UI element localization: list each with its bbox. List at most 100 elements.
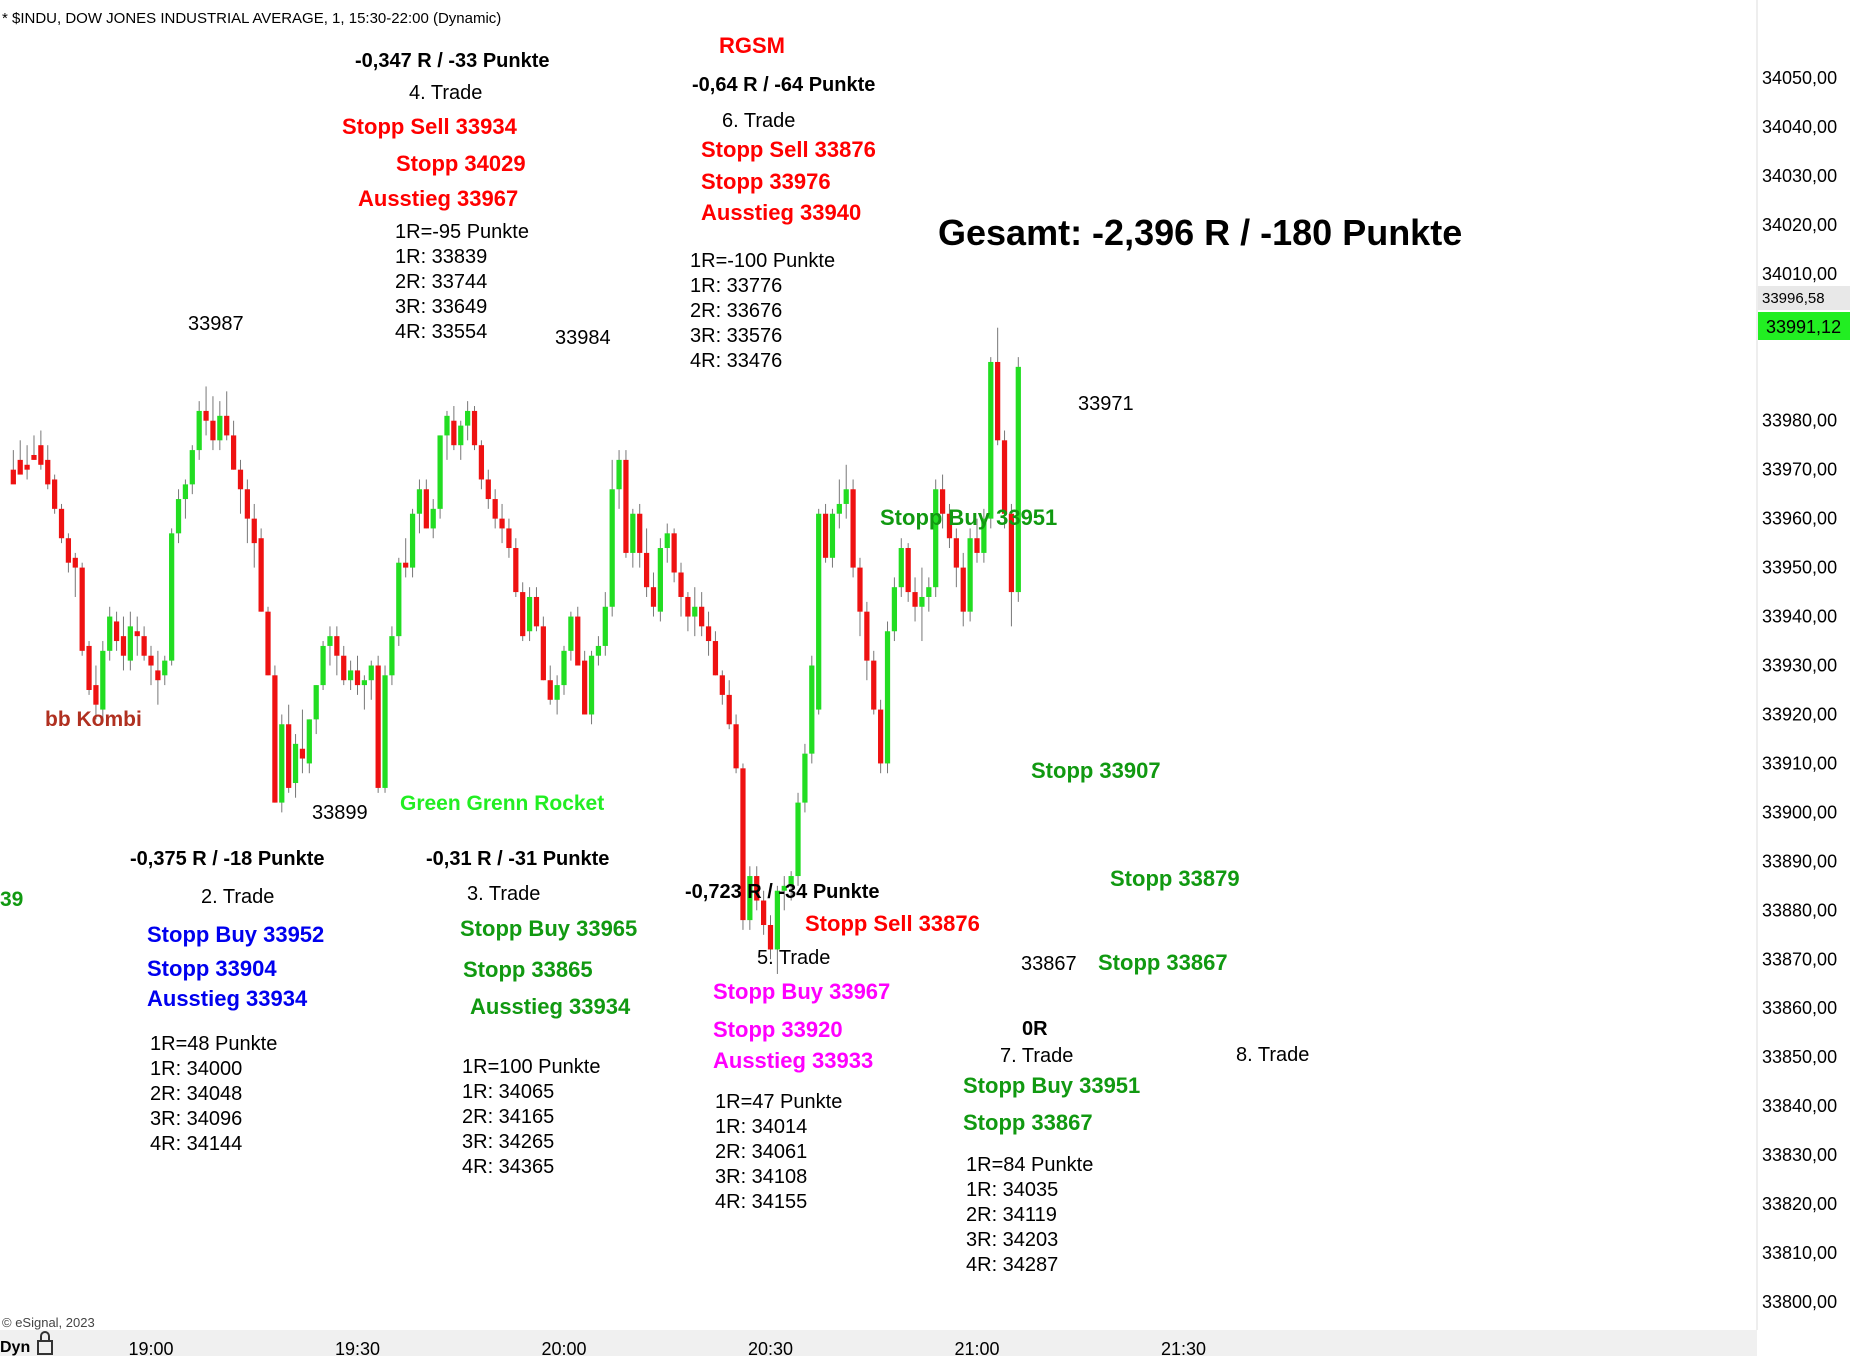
dyn-label[interactable]: Dyn — [0, 1339, 30, 1356]
trade5-exit: Ausstieg 33933 — [713, 1048, 873, 1073]
trade4-exit: Ausstieg 33967 — [358, 186, 518, 211]
candle-up — [747, 876, 753, 921]
r-level-line: 2R: 33744 — [395, 271, 487, 293]
candle-down — [513, 548, 519, 593]
trade7-result: 0R — [1022, 1018, 1048, 1040]
trade2-result: -0,375 R / -18 Punkte — [130, 848, 325, 870]
candle-down — [637, 513, 643, 553]
candle-down — [582, 660, 588, 715]
candle-up — [162, 660, 168, 676]
price-tick-label: 33860,00 — [1762, 998, 1837, 1018]
candle-down — [230, 435, 237, 470]
time-axis[interactable] — [0, 1330, 1757, 1356]
candle-down — [45, 459, 51, 485]
candle-down — [960, 567, 966, 612]
candle-down — [134, 631, 140, 637]
candle-down — [712, 641, 719, 676]
lock-icon[interactable] — [37, 1331, 53, 1355]
time-tick-label: 21:00 — [954, 1339, 999, 1356]
candle-down — [995, 361, 1001, 441]
candle-down — [471, 410, 478, 446]
candle-down — [733, 724, 739, 769]
trade5-r-levels: 1R=47 Punkte 1R: 34014 2R: 34061 3R: 34108 4… — [715, 1091, 842, 1213]
candle-down — [912, 592, 918, 607]
candle-up — [196, 410, 202, 451]
time-tick-label: 19:30 — [335, 1339, 380, 1356]
candle-up — [465, 410, 471, 426]
trade3-title: 3. Trade — [467, 883, 540, 905]
trade8-title: 8. Trade — [1236, 1044, 1309, 1066]
candle-up — [361, 680, 367, 686]
r-level-line: 1R=47 Punkte — [715, 1091, 842, 1113]
candle-down — [72, 557, 78, 568]
candle-up — [809, 665, 815, 754]
price-tick-label: 33800,00 — [1762, 1292, 1837, 1312]
candle-up — [292, 743, 299, 784]
candle-down — [499, 518, 505, 529]
candle-up — [898, 548, 904, 588]
candle-down — [403, 562, 409, 568]
candle-down — [946, 513, 953, 539]
symbol-header: * $INDU, DOW JONES INDUSTRIAL AVERAGE, 1… — [2, 10, 501, 27]
candle-down — [251, 518, 257, 544]
price-axis[interactable] — [1757, 0, 1850, 1356]
price-tick-label: 33840,00 — [1762, 1096, 1837, 1116]
trade5-title: 5. Trade — [757, 947, 830, 969]
candle-down — [354, 670, 361, 686]
candle-up — [788, 876, 794, 886]
candle-up — [189, 450, 195, 485]
candle-up — [891, 587, 898, 632]
candle-down — [939, 489, 946, 514]
r-level-line: 1R=48 Punkte — [150, 1033, 277, 1055]
r-level-line: 2R: 33676 — [690, 300, 782, 322]
r-level-line: 4R: 34155 — [715, 1191, 807, 1213]
r-level-line: 4R: 33476 — [690, 350, 782, 372]
candle-down — [65, 538, 72, 563]
candle-down — [272, 675, 278, 803]
trade5-result: -0,723 R / -34 Punkte — [685, 881, 880, 903]
candle-down — [58, 508, 65, 539]
candle-up — [836, 503, 842, 514]
r-level-line: 4R: 34144 — [150, 1133, 242, 1155]
trade2-r-levels: 1R=48 Punkte 1R: 34000 2R: 34048 3R: 34096 4… — [150, 1033, 277, 1155]
candle-up — [630, 513, 636, 553]
candle-up — [933, 489, 939, 588]
candle-down — [265, 611, 271, 676]
candle-down — [286, 724, 292, 788]
r-level-line: 4R: 34287 — [966, 1254, 1058, 1276]
candle-down — [822, 513, 829, 558]
candle-up — [306, 719, 312, 764]
candle-down — [650, 587, 657, 607]
candle-up — [389, 636, 395, 676]
r-level-line: 1R=-100 Punkte — [690, 250, 835, 272]
candle-up — [988, 361, 994, 519]
candle-down — [451, 420, 457, 446]
low-label: 33899 — [312, 802, 368, 824]
r-level-line: 1R: 33776 — [690, 275, 782, 297]
candle-down — [52, 479, 58, 509]
candle-up — [967, 538, 973, 612]
candle-down — [719, 675, 725, 695]
r-level-line: 1R: 34035 — [966, 1179, 1058, 1201]
candle-down — [623, 459, 629, 553]
price-tick-label: 33920,00 — [1762, 704, 1837, 724]
trade3-exit: Ausstieg 33934 — [470, 994, 631, 1019]
r-level-line: 1R: 34000 — [150, 1058, 242, 1080]
candle-up — [169, 533, 175, 661]
price-tick-label: 33970,00 — [1762, 460, 1837, 480]
candle-down — [905, 548, 911, 593]
candle-down — [258, 538, 264, 612]
r-level-line: 2R: 34048 — [150, 1083, 242, 1105]
candle-down — [643, 552, 650, 588]
candle-down — [210, 420, 216, 441]
candle-up — [829, 513, 836, 558]
prev-close-label: 33996,58 — [1762, 290, 1825, 307]
candle-down — [31, 454, 37, 460]
trade7-entry: Stopp Buy 33951 — [963, 1073, 1140, 1098]
candle-down — [974, 538, 980, 553]
r-level-line: 3R: 33576 — [690, 325, 782, 347]
candle-up — [175, 499, 182, 534]
candle-down — [79, 567, 85, 651]
peak-label: 33984 — [555, 327, 611, 349]
